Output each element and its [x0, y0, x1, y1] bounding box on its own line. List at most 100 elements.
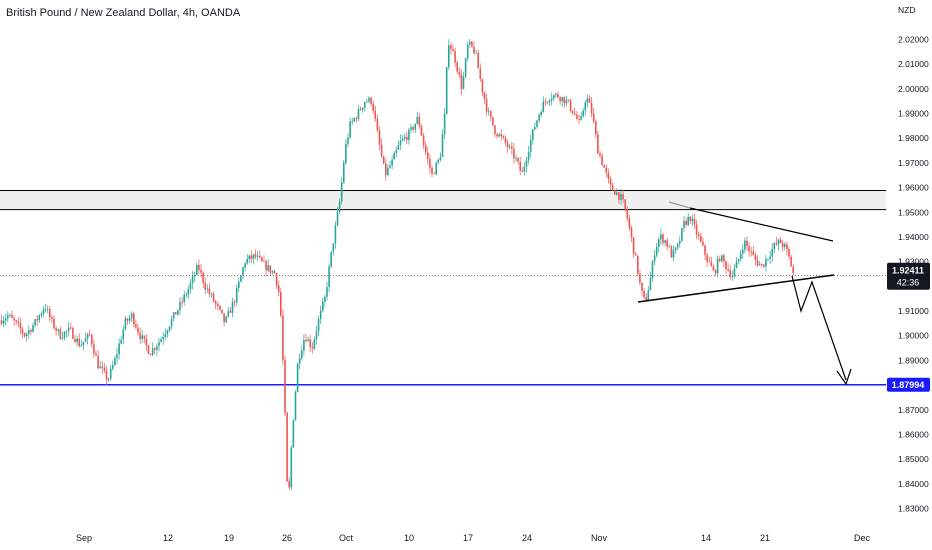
candle — [187, 285, 190, 299]
candle-body — [618, 192, 620, 200]
candle — [777, 238, 780, 251]
candle — [193, 271, 196, 283]
candle — [53, 315, 55, 331]
candle-body — [328, 266, 330, 287]
candle — [72, 326, 74, 340]
candle — [128, 314, 131, 324]
candle — [139, 327, 141, 345]
candle-body — [781, 242, 784, 248]
candle — [51, 314, 53, 324]
candle — [658, 236, 660, 253]
candle — [550, 92, 553, 106]
resistance-zone — [0, 190, 886, 210]
candle-body — [679, 240, 681, 244]
candle-body — [139, 332, 141, 340]
candle — [540, 109, 542, 118]
candle-body — [769, 256, 771, 259]
candle-body — [758, 263, 761, 266]
candle-body — [84, 338, 87, 342]
candle — [343, 159, 345, 184]
candle — [248, 255, 251, 264]
candle — [101, 361, 104, 375]
candle-body — [525, 160, 528, 167]
candle-body — [578, 118, 580, 120]
candle-body — [746, 240, 748, 247]
candle-body — [145, 338, 148, 346]
candle — [198, 259, 200, 275]
candle-body — [307, 339, 309, 342]
candle-body — [634, 253, 637, 256]
candle — [454, 47, 456, 68]
candle-body — [788, 248, 790, 257]
last-price-badge — [887, 262, 930, 290]
candle-body — [508, 146, 511, 148]
target-price-badge — [887, 377, 930, 392]
candle — [214, 299, 217, 310]
candle-body — [710, 261, 713, 267]
candle — [30, 328, 32, 336]
candle-body — [731, 276, 734, 278]
candle-body — [435, 162, 437, 175]
candle-body — [347, 137, 349, 144]
candle-body — [286, 412, 288, 482]
candle — [378, 126, 381, 151]
candle-body — [567, 99, 570, 101]
candle — [626, 206, 629, 222]
candle-body — [355, 118, 358, 119]
candle-body — [366, 101, 368, 103]
candle-body — [529, 140, 532, 153]
candle-body — [116, 354, 118, 359]
candle-body — [737, 258, 740, 262]
candle — [164, 328, 167, 341]
candle-body — [340, 182, 343, 202]
candle-body — [765, 259, 767, 267]
candle-body — [485, 99, 488, 112]
candle — [256, 250, 259, 262]
candle — [385, 158, 387, 181]
candle-body — [660, 234, 662, 240]
candle-body — [653, 255, 656, 262]
candle-body — [345, 143, 347, 163]
candle-body — [584, 102, 587, 111]
candle — [410, 123, 412, 134]
candle — [290, 444, 293, 491]
candle-body — [389, 165, 391, 168]
candle-body — [576, 114, 578, 119]
candle — [2, 316, 5, 328]
candle-body — [712, 266, 715, 271]
candle-body — [681, 228, 683, 241]
candle-body — [420, 126, 423, 136]
candle-body — [590, 102, 593, 114]
candle — [592, 108, 595, 124]
candle-body — [479, 68, 482, 80]
candle-body — [664, 240, 666, 243]
candle-body — [357, 108, 360, 119]
candle-body — [187, 289, 190, 295]
candle — [301, 345, 303, 361]
candle-body — [74, 338, 76, 342]
candle — [473, 41, 475, 56]
candle-body — [361, 107, 364, 110]
candle — [439, 152, 442, 162]
candle — [412, 125, 414, 133]
candle-body — [135, 324, 137, 328]
candle — [758, 261, 761, 266]
y-tick-label: 2.00000 — [898, 84, 929, 94]
x-tick-label: Sep — [76, 533, 92, 543]
candle-body — [120, 339, 122, 344]
candle — [271, 270, 274, 275]
candle — [65, 330, 68, 338]
candle-body — [364, 102, 366, 108]
x-tick-label: Oct — [339, 533, 354, 543]
y-tick-label: 2.02000 — [898, 35, 929, 45]
candle — [424, 141, 427, 156]
candle — [395, 146, 398, 157]
candle — [483, 91, 486, 105]
candle — [462, 71, 465, 90]
candle — [374, 105, 377, 122]
candle-body — [290, 447, 293, 488]
candle-body — [126, 318, 129, 321]
candle — [786, 241, 788, 256]
candle — [175, 312, 177, 315]
